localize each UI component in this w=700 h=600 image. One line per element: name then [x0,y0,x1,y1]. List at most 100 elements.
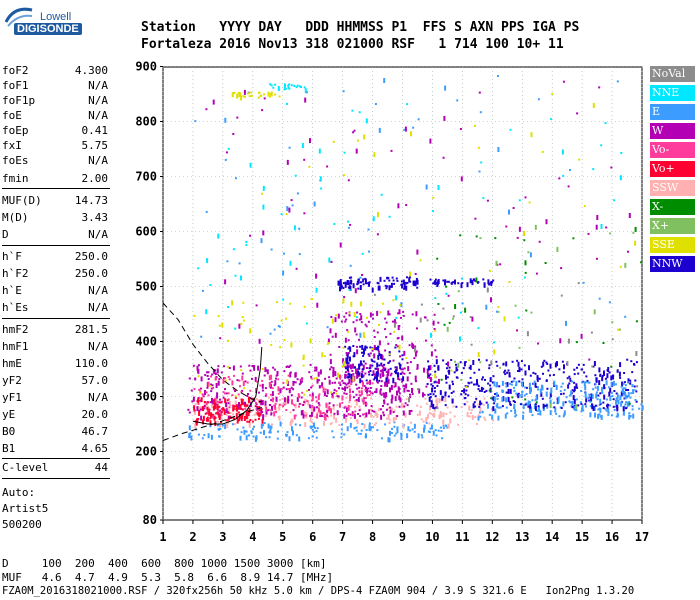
echo-point [628,402,631,405]
echo-point [304,422,307,428]
echo-point [270,380,273,383]
echo-point [598,404,601,406]
echo-point [347,286,350,289]
echo-point [524,398,527,401]
echo-point [599,374,602,377]
echo-point [456,99,459,102]
echo-point [641,405,644,411]
echo-point [304,414,307,417]
echo-point [273,384,276,387]
echo-point [432,430,435,436]
echo-point [470,409,473,412]
echo-point [477,388,480,391]
echo-point [263,430,265,435]
echo-point [339,279,342,284]
echo-point [396,428,399,431]
param-value: N/A [88,301,108,314]
echo-point [286,159,289,165]
echo-point [356,387,359,390]
echo-point [599,415,602,418]
echo-point [274,404,276,410]
echo-point [222,391,225,394]
echo-point [302,364,305,367]
echo-point [251,420,254,423]
echo-point [480,402,483,405]
echo-point [340,428,343,431]
echo-point [382,405,384,407]
echo-point [585,405,587,408]
echo-point [328,379,331,385]
echo-point [530,406,533,412]
echo-point [435,404,438,407]
echo-point [389,387,391,393]
echo-point [369,387,372,389]
echo-point [346,365,349,371]
echo-point [402,376,405,382]
echo-point [589,405,592,408]
echo-point [317,395,320,400]
echo-point [218,415,221,420]
echo-point [258,417,260,420]
echo-point [379,311,382,314]
echo-point [194,403,197,406]
echo-point [203,401,206,403]
echo-point [285,434,288,437]
echo-point [542,372,544,375]
echo-point [324,377,327,380]
echo-point [286,206,289,212]
echo-point [246,410,249,412]
echo-point [356,419,359,425]
echo-point [311,435,314,438]
echo-point [298,436,301,442]
echo-point [380,193,383,196]
echo-point [384,349,387,352]
echo-point [345,407,348,413]
echo-point [357,432,360,435]
param-row-fof1p: foF1p N/A [2,94,108,107]
echo-point [613,390,616,392]
echo-point [612,405,615,408]
echo-point [368,409,371,415]
echo-point [533,380,536,383]
echo-point [308,165,311,168]
echo-point [537,405,540,408]
echo-point [460,393,463,396]
echo-point [295,86,298,89]
echo-point [290,199,293,202]
echo-point [409,361,412,364]
echo-point [396,345,399,348]
echo-point [220,421,223,423]
echo-point [342,282,345,285]
echo-point [282,270,285,276]
echo-point [397,336,400,339]
echo-point [293,225,296,231]
echo-point [260,423,263,429]
echo-point [235,177,237,180]
echo-point [359,276,362,279]
echo-point [279,421,282,427]
echo-point [339,288,342,291]
echo-point [219,427,222,430]
echo-point [484,378,486,381]
echo-point [217,233,220,239]
header-row-values: Fortaleza 2016 Nov13 318 021000 RSF 1 71… [141,37,564,52]
echo-point [386,374,389,380]
echo-point [345,374,348,377]
echo-point [242,301,245,304]
echo-point [602,407,605,410]
echo-point [368,281,371,284]
echo-point [487,279,490,285]
echo-point [621,381,624,387]
echo-point [359,313,362,315]
echo-point [269,430,272,432]
echo-point [323,391,326,397]
echo-point [276,301,279,304]
echo-point [310,386,313,389]
echo-point [491,414,494,420]
echo-point [576,112,579,115]
echo-point [277,86,280,91]
echo-point [566,377,569,380]
echo-point [211,406,214,409]
echo-point [242,402,245,405]
echo-point [546,362,549,365]
